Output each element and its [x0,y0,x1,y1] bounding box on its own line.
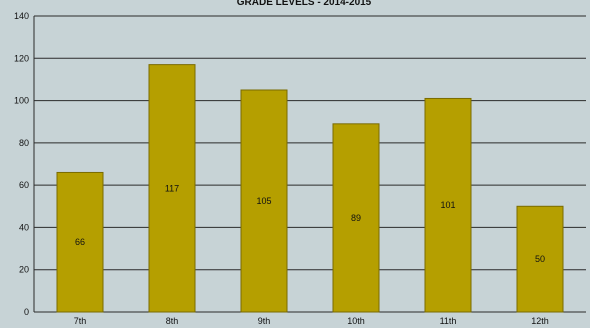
y-tick-label: 60 [19,180,29,190]
axes: 0 20 40 60 80 100 120 140 [14,11,586,317]
x-tick-label: 12th [531,316,549,326]
data-label: 117 [165,183,179,193]
x-tick-label: 7th [74,316,87,326]
bar-9th [240,89,288,313]
bar-8th [148,64,196,313]
bar-10th [332,123,380,313]
x-tick-label: 9th [258,316,271,326]
y-tick-label: 40 [19,222,29,232]
data-label: 105 [256,196,271,206]
y-tick-label: 100 [14,96,29,106]
data-label: 89 [351,213,361,223]
y-tick-label: 20 [19,265,29,275]
gridlines [34,15,586,313]
bar-11th [424,97,472,313]
x-tick-label: 10th [347,316,365,326]
y-tick-label: 80 [19,138,29,148]
x-tick-label: 11th [440,316,457,326]
y-tick-label: 120 [14,53,29,63]
y-tick-label: 140 [14,11,29,21]
x-tick-label: 8th [166,316,179,326]
y-tick-label: 0 [24,307,29,317]
bar-7th [56,171,104,313]
data-label: 50 [535,254,545,264]
data-label: 101 [440,200,455,210]
data-label: 66 [75,237,85,247]
labels: 66 7th 117 8th 105 9th 89 10th 101 11th 50 12th [74,183,549,326]
bars [56,64,564,313]
bar-12th [516,205,564,313]
chart-title: GRADE LEVELS - 2014-2015 [237,0,372,8]
